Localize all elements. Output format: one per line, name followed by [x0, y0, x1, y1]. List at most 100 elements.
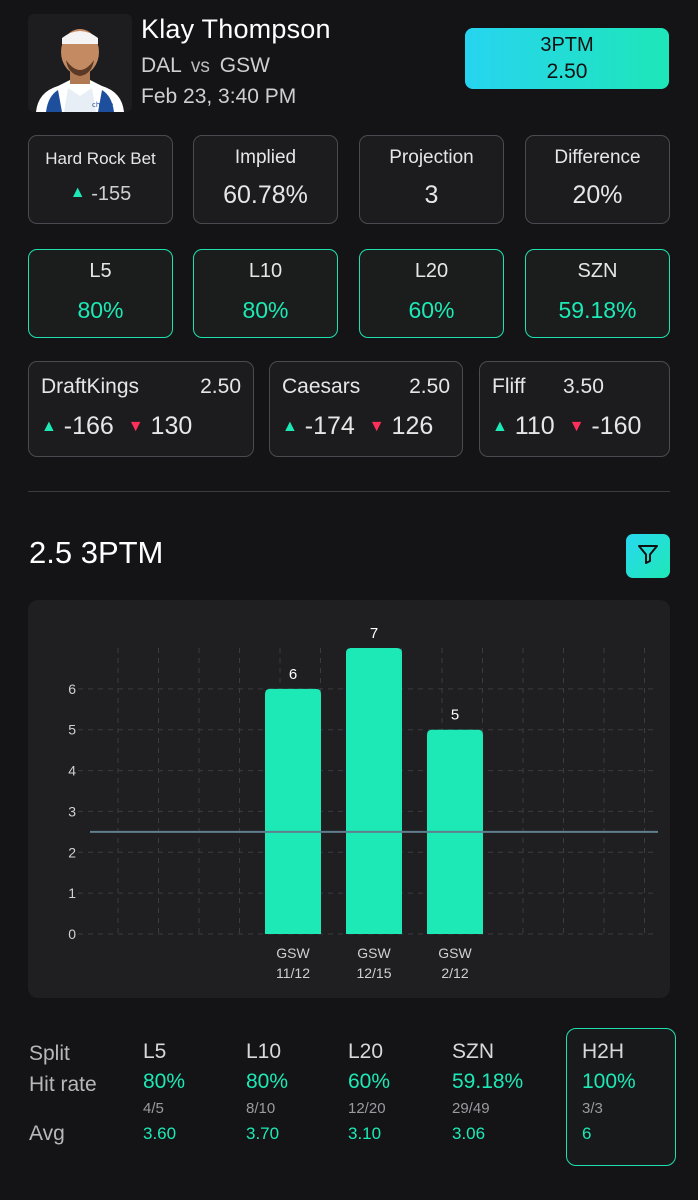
book-line: 2.50: [409, 375, 450, 398]
split-avg: 3.60: [143, 1124, 177, 1143]
hitrate-label: L5: [89, 260, 112, 282]
split-name: L10: [246, 1040, 282, 1063]
x-tick-label: GSW: [357, 945, 391, 961]
split-hit-rate: 80%: [143, 1070, 186, 1093]
summary-label: Projection: [389, 147, 474, 168]
under-odds: -160: [591, 412, 642, 440]
summary-label: Difference: [554, 147, 641, 168]
y-tick-label: 6: [68, 681, 76, 697]
prop-badge[interactable]: 3PTM 2.50: [465, 28, 669, 89]
bar-chart-card: 0 1 2 3 4 5 6 6 GSW 11/12 7 GSW 12/15 5 GSW 2/12: [28, 600, 670, 998]
bar-chart: 0 1 2 3 4 5 6 6 GSW 11/12 7 GSW 12/15 5 GSW 2/12: [68, 625, 658, 981]
split-name: L20: [348, 1040, 384, 1063]
split-fraction: 29/49: [452, 1100, 490, 1117]
hitrate-card-l10[interactable]: L10 80%: [193, 249, 338, 338]
split-column-l20[interactable]: L20 60% 12/20 3.10: [348, 1040, 390, 1144]
book-line: 2.50: [200, 375, 241, 398]
bar-value-label: 5: [451, 707, 459, 724]
bar: [346, 648, 402, 934]
y-tick-label: 0: [68, 926, 76, 942]
split-fraction: 8/10: [246, 1100, 276, 1117]
y-tick-label: 2: [68, 844, 76, 860]
book-name: Caesars: [282, 375, 361, 398]
split-column-szn[interactable]: SZN 59.18% 29/49 3.06: [452, 1040, 523, 1144]
split-hit-rate: 80%: [246, 1070, 289, 1093]
hitrate-card-l5[interactable]: L5 80%: [28, 249, 173, 338]
player-avatar: chime: [28, 14, 132, 112]
x-tick-label: 11/12: [276, 965, 310, 981]
player-name: Klay Thompson: [141, 14, 331, 44]
under-odds: 130: [150, 412, 193, 440]
matchup: DAL vs GSW: [141, 54, 270, 78]
team-abbr: DAL: [141, 54, 182, 77]
x-tick-label: 12/15: [356, 965, 391, 981]
book-card-caesars[interactable]: Caesars 2.50 ▲ -174 ▼ 126: [269, 361, 463, 457]
over-odds: -166: [63, 412, 114, 440]
hit-rate-row-label: Hit rate: [29, 1073, 97, 1096]
hitrate-value: 59.18%: [558, 297, 637, 323]
y-tick-label: 1: [68, 885, 76, 901]
summary-card-projection: Projection 3: [359, 135, 504, 224]
triangle-down-icon: ▼: [127, 418, 144, 435]
summary-card-hardrock[interactable]: Hard Rock Bet ▲ -155: [28, 135, 173, 224]
split-h2h-selected-box[interactable]: [566, 1028, 676, 1166]
split-name: L5: [143, 1040, 167, 1063]
triangle-up-icon: ▲: [492, 418, 508, 435]
svg-text:chime: chime: [92, 101, 113, 109]
split-column-h2h[interactable]: H2H 100% 3/3 6: [582, 1040, 636, 1144]
prop-stat-type: 3PTM: [540, 34, 594, 56]
game-datetime: Feb 23, 3:40 PM: [141, 85, 297, 108]
split-name: H2H: [582, 1040, 625, 1063]
prop-line: 2.50: [546, 60, 588, 83]
hitrate-label: L20: [414, 260, 449, 282]
over-odds: 110: [514, 412, 555, 440]
split-fraction: 4/5: [143, 1100, 164, 1117]
triangle-up-icon: ▲: [41, 418, 57, 435]
split-avg: 3.10: [348, 1124, 382, 1143]
book-name: DraftKings: [41, 375, 140, 398]
bar-value-label: 6: [289, 666, 297, 683]
book-odds: ▲ -166 ▼ 130: [41, 412, 192, 441]
hitrate-value: 60%: [408, 297, 455, 323]
book-name: Fliff: [492, 375, 526, 398]
filter-button[interactable]: [626, 534, 670, 578]
triangle-down-icon: ▼: [568, 418, 585, 435]
book-line: 3.50: [563, 375, 604, 398]
over-odds: -174: [304, 412, 355, 440]
book-odds: ▲ -174 ▼ 126: [282, 412, 433, 441]
summary-value: 60.78%: [223, 181, 308, 209]
book-odds: ▲ 110 ▼ -160: [492, 412, 641, 441]
summary-value: 3: [424, 181, 439, 209]
hardrock-odds: -155: [91, 183, 132, 205]
bar: [265, 688, 321, 934]
y-tick-label: 5: [68, 722, 76, 738]
hitrate-card-szn[interactable]: SZN 59.18%: [525, 249, 670, 338]
split-column-l5[interactable]: L5 80% 4/5 3.60: [143, 1040, 185, 1144]
section-divider: [28, 491, 670, 492]
hitrate-label: SZN: [577, 260, 618, 282]
vs-label: vs: [190, 56, 210, 77]
filter-icon: [636, 542, 660, 571]
split-fraction: 12/20: [348, 1100, 386, 1117]
book-card-fliff[interactable]: Fliff 3.50 ▲ 110 ▼ -160: [479, 361, 670, 457]
triangle-up-icon: ▲: [69, 184, 86, 201]
triangle-down-icon: ▼: [368, 418, 385, 435]
hitrate-value: 80%: [77, 297, 124, 323]
opponent-abbr: GSW: [219, 54, 270, 77]
y-tick-label: 3: [68, 803, 76, 819]
split-avg: 3.06: [452, 1124, 486, 1143]
split-column-l10[interactable]: L10 80% 8/10 3.70: [246, 1040, 288, 1144]
summary-card-difference: Difference 20%: [525, 135, 670, 224]
book-card-draftkings[interactable]: DraftKings 2.50 ▲ -166 ▼ 130: [28, 361, 254, 457]
under-odds: 126: [391, 412, 434, 440]
summary-value: 20%: [572, 181, 623, 209]
hitrate-card-l20[interactable]: L20 60%: [359, 249, 504, 338]
split-name: SZN: [452, 1040, 494, 1063]
hitrate-label: L10: [248, 260, 283, 282]
split-avg: 3.70: [246, 1124, 280, 1143]
triangle-up-icon: ▲: [282, 418, 298, 435]
hitrate-value: 80%: [242, 297, 289, 323]
x-tick-label: GSW: [438, 945, 472, 961]
chart-section-title: 2.5 3PTM: [29, 535, 164, 570]
summary-label: Hard Rock Bet: [45, 149, 156, 168]
